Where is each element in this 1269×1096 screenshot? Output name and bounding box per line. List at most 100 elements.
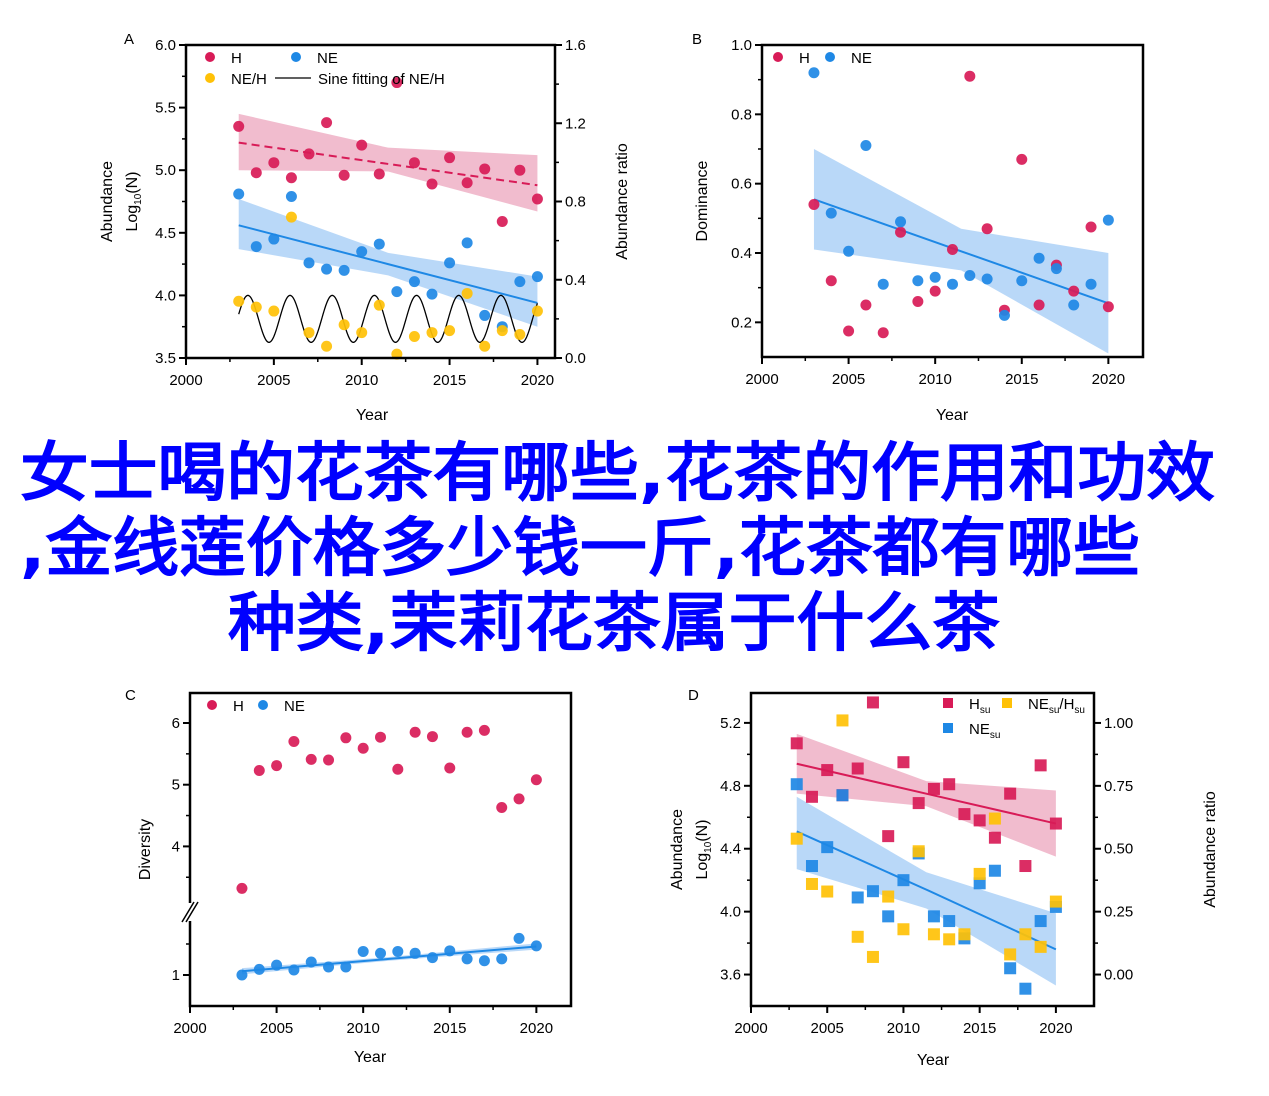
data-point-h (929, 285, 941, 297)
legend-label-subscript: su (990, 730, 1001, 741)
data-point-ratio (285, 211, 297, 223)
legend-label: NE (851, 50, 872, 67)
data-point-ne (947, 278, 958, 290)
data-point-h (375, 731, 386, 743)
data-point-ne (805, 860, 818, 873)
y2-tick-label: 0.75 (1104, 778, 1133, 795)
data-point-ratio (321, 340, 333, 352)
data-point-h (825, 275, 837, 287)
y-label-subscript: 10 (133, 193, 144, 205)
x-tick-label: 2010 (887, 1020, 920, 1037)
fit-line-ne (813, 198, 1109, 305)
data-point-ratio (821, 885, 834, 898)
data-point-ratio (927, 928, 940, 941)
legend-item-H: H (207, 698, 244, 715)
y-tick-label: 4.8 (720, 778, 741, 795)
data-point-h (461, 177, 473, 189)
panel-label: D (688, 687, 699, 704)
data-point-h (461, 726, 473, 738)
y-label-base: Log (694, 853, 711, 880)
data-point-h (340, 732, 352, 744)
y-label-subscript: 10 (703, 841, 714, 853)
data-point-ratio (444, 325, 456, 337)
panel-label: A (124, 31, 134, 48)
data-point-ratio (973, 867, 986, 880)
data-point-ne (444, 257, 456, 269)
data-point-ne (253, 963, 265, 975)
data-point-ne (882, 910, 895, 923)
y-label-rest: (N) (124, 171, 141, 193)
data-point-ne (271, 959, 283, 971)
data-point-h (426, 178, 438, 190)
x-axis-label: Year (356, 407, 389, 424)
data-point-ratio (1049, 895, 1062, 908)
data-point-ne (1085, 278, 1097, 290)
y2-tick-label: 0.8 (565, 194, 586, 211)
y2-tick-label: 1.6 (565, 37, 586, 54)
y-axis-label: Abundance (669, 809, 686, 890)
data-point-h (927, 782, 940, 795)
data-point-ne (790, 778, 803, 791)
data-point-ratio (496, 325, 508, 337)
x-tick-label: 2015 (433, 372, 466, 389)
data-point-ne (1050, 263, 1062, 275)
data-point-ne (998, 309, 1010, 321)
legend-square-icon (1002, 698, 1012, 708)
data-point-ne (1004, 962, 1017, 975)
legend-label: Sine fitting of NE/H (318, 71, 445, 88)
data-point-h (958, 808, 971, 821)
data-point-ratio (233, 295, 245, 307)
legend-label-base: H (969, 696, 980, 713)
y-tick-label: 6.0 (155, 37, 176, 54)
data-point-ne (821, 841, 834, 854)
legend-item-H: H (205, 50, 242, 67)
y-tick-label: 0.4 (731, 245, 752, 262)
panel-label: B (692, 31, 702, 48)
data-point-h (496, 216, 508, 228)
data-point-h (821, 764, 834, 777)
fit-line-ne (238, 224, 538, 304)
y2-axis-label: Abundance ratio (1202, 791, 1219, 908)
y-tick-label: 5.2 (720, 715, 741, 732)
data-point-ratio (461, 287, 473, 299)
data-point-ne (866, 885, 879, 898)
data-point-h (426, 731, 438, 743)
legend-dot-icon (258, 700, 268, 710)
fit-line-h (796, 762, 1057, 825)
legend-dot-icon (291, 52, 301, 62)
data-point-h (790, 737, 803, 750)
data-point-ne (236, 969, 248, 981)
data-point-h (1085, 221, 1097, 233)
data-point-h (271, 760, 283, 772)
data-point-h (268, 157, 280, 169)
data-point-h (1068, 285, 1080, 297)
y2-tick-label: 0.25 (1104, 904, 1133, 921)
panel-b: B 2000 2005 2010 2015 2020 Year 0.2 0.4 0.6 0.8 1.0… (692, 31, 1145, 424)
data-point-ne (1019, 982, 1032, 995)
data-point-h (912, 296, 924, 308)
data-point-ne (808, 67, 820, 79)
fit-line-ne (796, 830, 1057, 951)
data-point-h (496, 802, 508, 814)
x-tick-label: 2005 (257, 372, 290, 389)
y-tick-label: 4.0 (720, 904, 741, 921)
data-point-ratio (408, 330, 420, 342)
data-point-h (1034, 759, 1047, 772)
y2-axis-label: Abundance ratio (614, 143, 631, 260)
data-point-h (943, 778, 956, 791)
data-point-h (288, 736, 300, 748)
data-point-h (1016, 153, 1028, 165)
data-point-h (947, 244, 958, 256)
legend-item-H: H (773, 50, 810, 67)
legend-item-ratio: NEsu/Hsu (1002, 696, 1085, 716)
x-tick-label: 2015 (433, 1020, 466, 1037)
data-point-ne (479, 309, 491, 321)
x-tick-label: 2020 (1039, 1020, 1072, 1037)
legend-label: H (231, 50, 242, 67)
data-point-ne (303, 257, 315, 269)
data-point-ratio (479, 340, 491, 352)
data-point-h (1004, 787, 1017, 800)
legend-label: NE (284, 698, 305, 715)
fit-line-ne (241, 945, 537, 973)
data-point-h (285, 172, 297, 184)
